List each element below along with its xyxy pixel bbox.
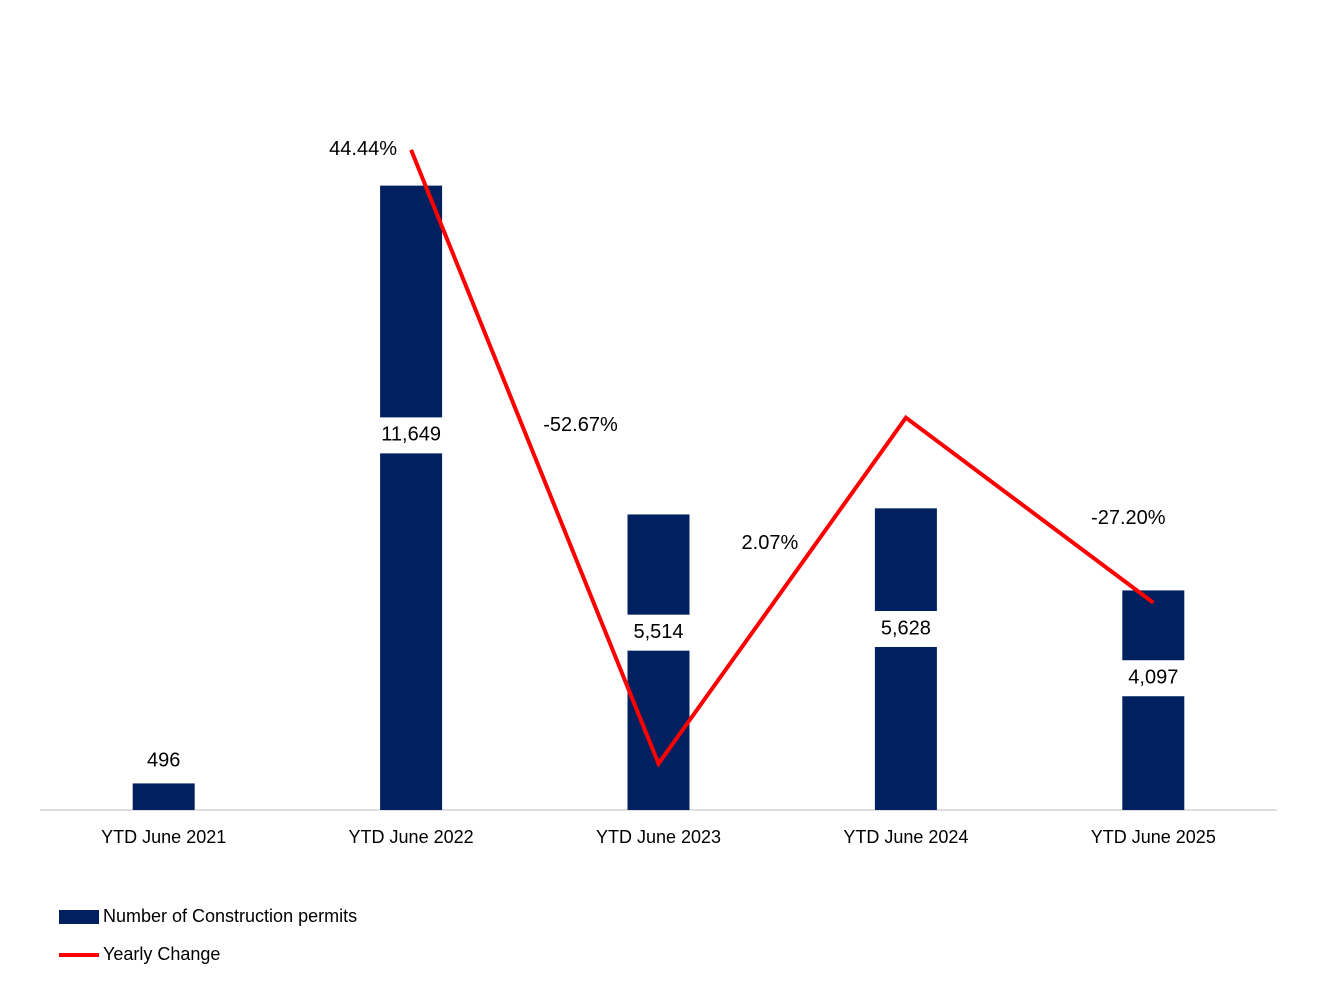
bar-label-bg (871, 611, 940, 648)
bar (132, 783, 195, 810)
bar-label-bg (1119, 660, 1188, 697)
line-label: 44.44% (329, 138, 397, 160)
x-tick-label: YTD June 2021 (101, 827, 226, 847)
bar (874, 508, 937, 810)
bar-label-bg (129, 743, 198, 780)
bar (380, 185, 443, 811)
bar-label-bg (624, 614, 693, 651)
legend-label: Number of Construction permits (103, 906, 357, 926)
bar (1122, 590, 1185, 810)
bar-label: 5,514 (633, 621, 683, 643)
x-tick-label: YTD June 2024 (843, 827, 968, 847)
x-tick-label: YTD June 2022 (349, 827, 474, 847)
x-tick-label: YTD June 2023 (596, 827, 721, 847)
bar-label-bg (377, 417, 446, 454)
bar-label: 11,649 (381, 424, 441, 446)
line (409, 149, 1155, 768)
line-label: 2.07% (742, 532, 799, 554)
bar-label: 5,628 (881, 617, 931, 639)
bar-label: 496 (147, 750, 180, 772)
line-label: -52.67% (543, 414, 618, 436)
line-label: -27.20% (1091, 507, 1166, 529)
legend-label: Yearly Change (103, 944, 220, 964)
bar-label: 4,097 (1128, 667, 1178, 689)
legend-swatch (59, 910, 99, 924)
x-tick-label: YTD June 2025 (1091, 827, 1216, 847)
